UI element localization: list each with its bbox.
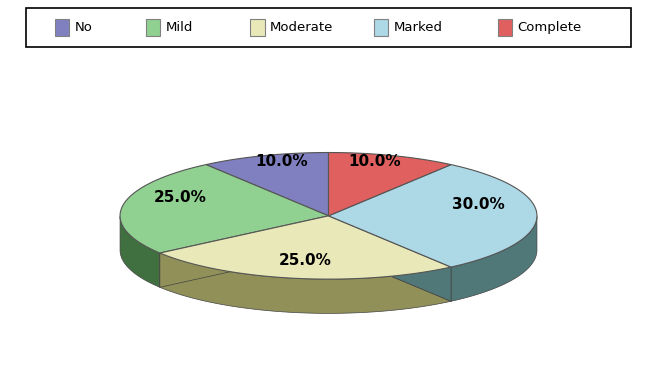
- Text: Marked: Marked: [394, 20, 443, 34]
- FancyBboxPatch shape: [498, 19, 512, 36]
- Polygon shape: [328, 152, 451, 216]
- Text: Moderate: Moderate: [270, 20, 333, 34]
- Polygon shape: [328, 164, 537, 267]
- FancyBboxPatch shape: [374, 19, 388, 36]
- Polygon shape: [328, 216, 451, 301]
- Polygon shape: [328, 216, 451, 301]
- FancyBboxPatch shape: [26, 8, 631, 47]
- Text: Mild: Mild: [166, 20, 193, 34]
- Polygon shape: [160, 253, 451, 313]
- FancyBboxPatch shape: [55, 19, 69, 36]
- Text: No: No: [74, 20, 93, 34]
- Text: 30.0%: 30.0%: [452, 197, 505, 212]
- Text: 10.0%: 10.0%: [256, 154, 308, 169]
- Polygon shape: [160, 216, 328, 287]
- Polygon shape: [160, 216, 328, 287]
- Text: 25.0%: 25.0%: [279, 253, 332, 268]
- Polygon shape: [206, 152, 328, 216]
- Polygon shape: [120, 164, 328, 253]
- FancyBboxPatch shape: [250, 19, 265, 36]
- Polygon shape: [160, 216, 451, 279]
- FancyBboxPatch shape: [146, 19, 160, 36]
- Text: 25.0%: 25.0%: [154, 190, 207, 205]
- Polygon shape: [451, 217, 537, 301]
- Text: Complete: Complete: [518, 20, 581, 34]
- Polygon shape: [120, 217, 160, 287]
- Text: 10.0%: 10.0%: [349, 154, 401, 169]
